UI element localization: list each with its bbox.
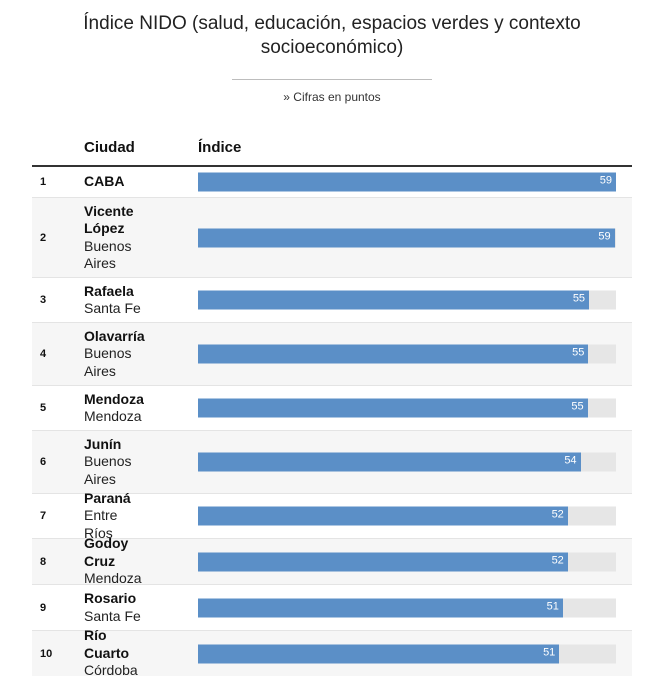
bar: 55 [198, 344, 589, 364]
city-name: Rosario [84, 590, 137, 606]
bar-track: 51 [198, 598, 616, 617]
city-name: CABA [84, 173, 125, 190]
table-row: 1 CABA 59 [32, 167, 632, 197]
bar-track: 51 [198, 644, 616, 663]
city-name: Paraná [84, 489, 131, 506]
ranking-table: Ciudad Índice 1 CABA 59 2 Vicente López Bueno… [32, 133, 632, 678]
bar-value-label: 55 [571, 400, 584, 413]
city-name: Godoy Cruz [84, 535, 129, 569]
city-name: Olavarría [84, 327, 145, 344]
bar-track: 52 [198, 506, 616, 526]
bar-track: 55 [198, 398, 616, 418]
row-city: CABA [84, 173, 148, 191]
row-rank: 7 [40, 510, 47, 522]
column-header-index: Índice [198, 139, 242, 156]
bar-value-label: 59 [598, 230, 611, 242]
province-name: Mendoza [84, 408, 142, 424]
table-row: 6 Junín Buenos Aires 54 [32, 430, 632, 493]
table-body: 1 CABA 59 2 Vicente López Buenos Aires 59 3 Rafa… [32, 167, 632, 678]
bar-value-label: 55 [572, 292, 586, 305]
row-rank: 9 [40, 601, 47, 614]
province-name: Buenos Aires [84, 453, 132, 487]
bar-value-label: 54 [564, 454, 577, 467]
bar-track: 54 [198, 452, 616, 472]
column-header-city: Ciudad [84, 139, 135, 156]
chart-title: Índice NIDO (salud, educación, espacios … [83, 13, 581, 58]
row-city: Rosario Santa Fe [84, 590, 148, 625]
bar-value-label: 51 [543, 646, 556, 658]
table-row: 8 Godoy Cruz Mendoza 52 [32, 535, 632, 586]
row-city: Vicente López Buenos Aires [84, 203, 148, 273]
row-rank: 10 [40, 647, 53, 660]
row-rank: 5 [40, 402, 47, 414]
bar: 55 [198, 398, 588, 418]
bar: 51 [198, 598, 563, 617]
chart-subtitle: » Cifras en puntos [283, 90, 381, 104]
row-rank: 4 [40, 348, 47, 360]
row-rank: 6 [40, 456, 47, 468]
bar: 59 [198, 228, 615, 247]
bar-value-label: 52 [551, 554, 564, 566]
table-row: 5 Mendoza Mendoza 55 [32, 385, 632, 430]
table-row: 3 Rafaela Santa Fe 55 [32, 277, 632, 322]
table-row: 2 Vicente López Buenos Aires 59 [32, 197, 632, 277]
bar: 52 [198, 506, 568, 526]
bar-value-label: 51 [546, 600, 559, 612]
bar-value-label: 55 [572, 346, 585, 359]
bar-value-label: 59 [599, 174, 612, 187]
bar: 59 [198, 172, 616, 192]
bar-track: 52 [198, 552, 616, 571]
province-name: Santa Fe [84, 300, 141, 316]
bar-track: 55 [198, 290, 616, 310]
row-city: Junín Buenos Aires [84, 436, 148, 489]
bar-track: 59 [198, 228, 616, 247]
table-row: 9 Rosario Santa Fe 51 [32, 584, 632, 630]
table-row: 7 Paraná Entre Ríos 52 [32, 490, 632, 541]
city-name: Río Cuarto [84, 627, 130, 661]
row-rank: 2 [40, 231, 47, 244]
table-header: Ciudad Índice [32, 133, 632, 167]
province-name: Buenos Aires [84, 237, 132, 272]
title-divider [232, 79, 432, 80]
bar: 52 [198, 552, 568, 571]
bar: 55 [198, 290, 590, 310]
row-rank: 1 [40, 176, 47, 188]
province-name: Entre Ríos [84, 507, 118, 541]
bar-track: 55 [198, 344, 616, 364]
row-city: Olavarría Buenos Aires [84, 328, 148, 381]
row-city: Rafaela Santa Fe [84, 283, 148, 318]
city-name: Rafaela [84, 282, 134, 299]
province-name: Mendoza [84, 570, 142, 587]
row-rank: 8 [40, 555, 47, 568]
bar: 54 [198, 452, 581, 472]
row-city: Paraná Entre Ríos [84, 490, 148, 543]
row-city: Godoy Cruz Mendoza [84, 535, 148, 588]
row-city: Mendoza Mendoza [84, 391, 148, 426]
row-city: Río Cuarto Córdoba [84, 627, 148, 680]
table-row: 4 Olavarría Buenos Aires 55 [32, 322, 632, 385]
province-name: Buenos Aires [84, 345, 132, 379]
table-row: 10 Río Cuarto Córdoba 51 [32, 627, 632, 678]
bar-track: 59 [198, 172, 616, 192]
bar: 51 [198, 644, 560, 663]
bar-value-label: 52 [551, 508, 564, 521]
province-name: Santa Fe [84, 607, 141, 624]
province-name: Córdoba [84, 662, 138, 679]
row-rank: 3 [40, 294, 47, 306]
city-name: Mendoza [84, 390, 144, 407]
city-name: Vicente López [84, 202, 134, 237]
city-name: Junín [84, 435, 122, 452]
